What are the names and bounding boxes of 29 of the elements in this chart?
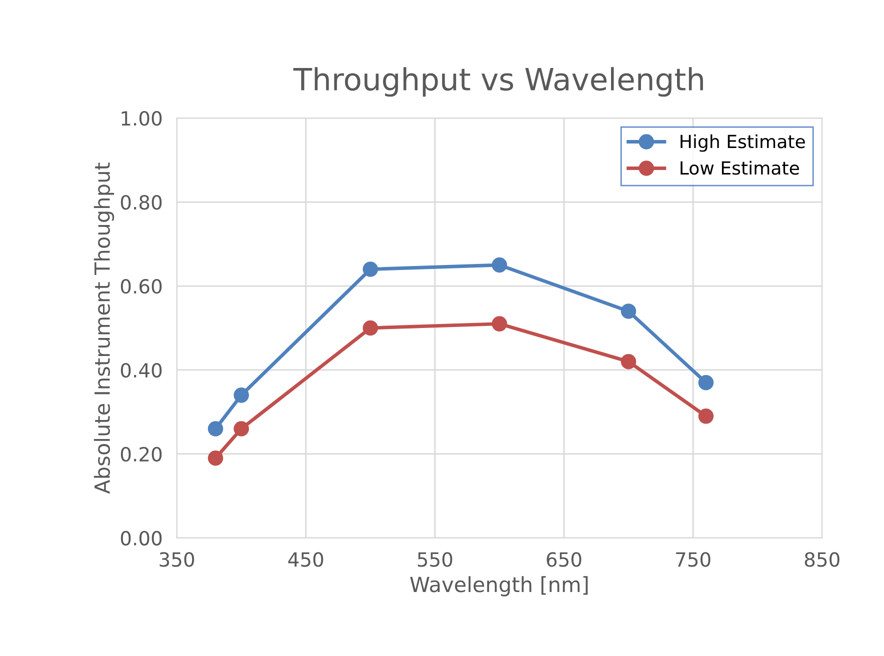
y-tick-label: 0.20 [120,446,162,462]
legend-label: High Estimate [680,134,805,152]
x-tick-label: 750 [676,552,710,567]
point [620,354,636,370]
chart-title: Throughput vs Wavelength [293,67,703,97]
y-tick-label: 1.00 [122,111,162,126]
y-axis-title: Absolute Instrument Thoughput [94,162,114,494]
point [492,316,508,332]
point [234,421,249,436]
point [208,421,224,436]
point [698,408,714,424]
point [362,320,378,336]
x-tick-label: 550 [418,552,452,567]
x-axis-title: Wavelength [nm] [410,576,588,596]
point [492,257,508,273]
point [234,388,249,403]
y-tick-label: 0.80 [120,195,162,210]
point [362,262,378,277]
point [208,450,224,466]
x-tick-label: 350 [160,552,194,567]
y-tick-label: 0.40 [120,362,162,378]
x-tick-label: 850 [804,552,840,567]
legend-label: Low Estimate [680,160,799,175]
point [620,304,636,319]
x-tick-label: 650 [546,552,582,567]
point [698,374,714,390]
x-tick-label: 450 [288,552,324,567]
y-tick-label: 0.00 [120,530,162,546]
y-tick-label: 0.60 [120,278,162,294]
